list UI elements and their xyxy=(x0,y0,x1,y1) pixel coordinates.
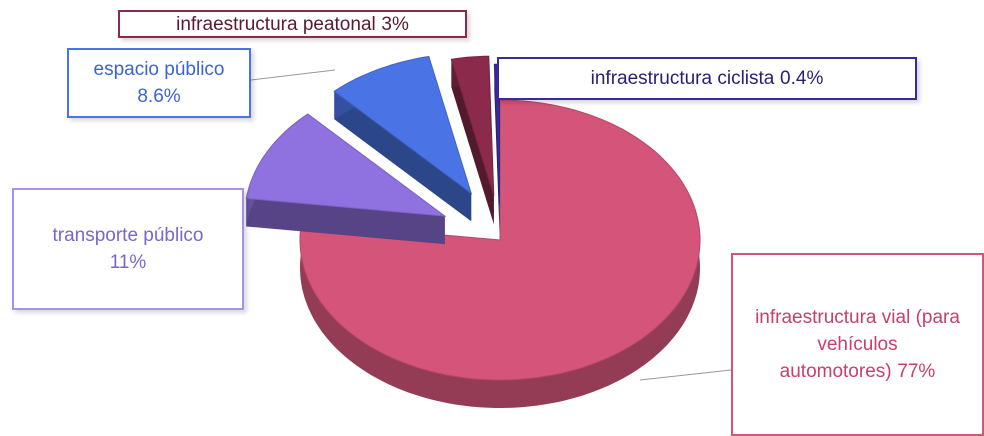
category-label: transporte público xyxy=(52,225,204,246)
slice xyxy=(299,99,701,381)
category-label: infraestructura peatonal xyxy=(176,13,376,35)
value-label: 77% xyxy=(897,361,936,382)
leader-line xyxy=(639,369,732,381)
value-label: 0.4% xyxy=(780,68,824,89)
value-label: 8.6% xyxy=(137,86,181,107)
category-label: espacio público xyxy=(93,59,225,80)
label-box: transporte público 11% xyxy=(12,188,244,310)
label-box: infraestructura peatonal 3% xyxy=(118,10,467,38)
slice-side xyxy=(246,198,445,245)
category-label: infraestructura ciclista xyxy=(590,68,775,89)
label-box: infraestructura ciclista 0.4% xyxy=(497,57,917,100)
slice-side xyxy=(451,59,494,225)
leader-line xyxy=(250,69,336,81)
slice xyxy=(245,113,447,217)
slice xyxy=(450,55,495,197)
value-label: 11% xyxy=(109,252,147,273)
label-box: infraestructura vial (para vehículos aut… xyxy=(731,253,984,436)
category-label: infraestructura vial (para vehículos aut… xyxy=(755,307,960,382)
slice xyxy=(333,55,473,195)
slice-side xyxy=(334,91,472,222)
value-label: 3% xyxy=(381,13,409,35)
label-box: espacio público 8.6% xyxy=(67,48,251,118)
